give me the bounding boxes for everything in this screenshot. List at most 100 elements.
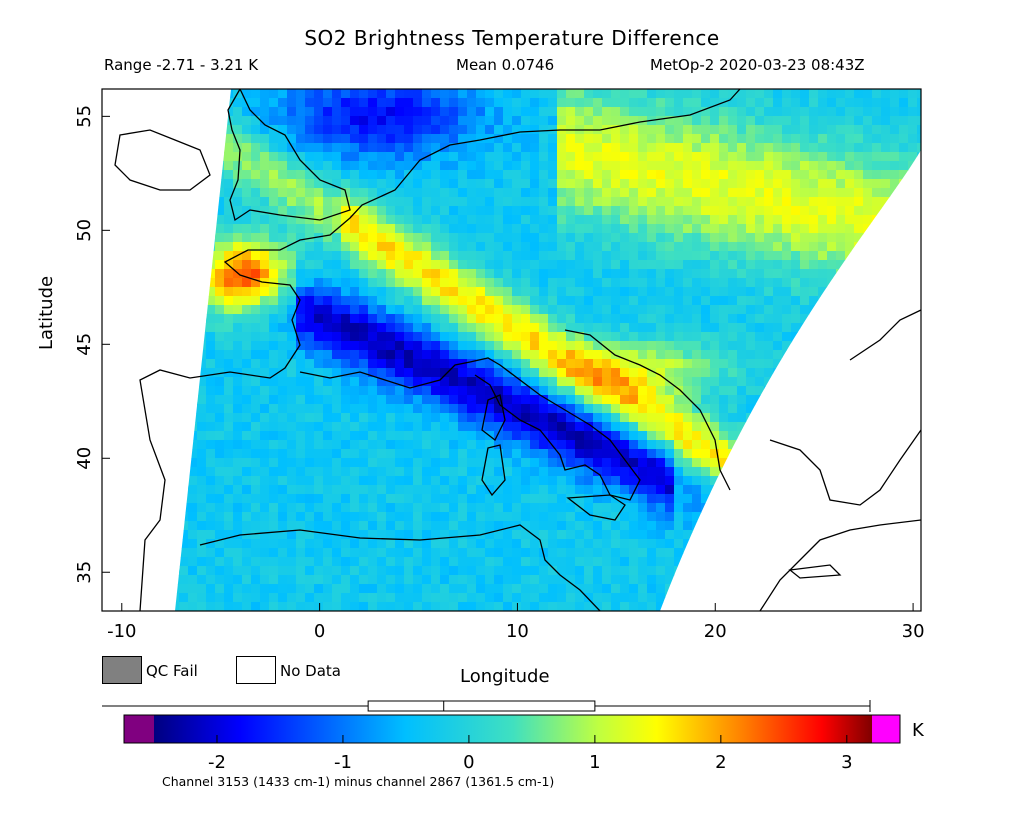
heatmap-cell [854, 449, 864, 459]
heatmap-cell [467, 593, 477, 603]
heatmap-cell [503, 242, 513, 252]
heatmap-cell [683, 89, 693, 99]
heatmap-cell [269, 296, 279, 306]
heatmap-cell [800, 368, 810, 378]
heatmap-cell [674, 89, 684, 99]
heatmap-cell [377, 521, 387, 531]
heatmap-cell [197, 269, 207, 279]
heatmap-cell [368, 395, 378, 405]
heatmap-cell [773, 539, 783, 549]
heatmap-cell [260, 395, 270, 405]
heatmap-cell [908, 296, 918, 306]
heatmap-cell [206, 269, 216, 279]
heatmap-cell [350, 98, 360, 108]
heatmap-cell [656, 422, 666, 432]
heatmap-cell [647, 197, 657, 207]
heatmap-cell [395, 476, 405, 486]
heatmap-cell [206, 107, 216, 117]
heatmap-cell [737, 485, 747, 495]
heatmap-cell [836, 521, 846, 531]
heatmap-cell [377, 233, 387, 243]
heatmap-cell [175, 557, 180, 567]
heatmap-cell [278, 368, 288, 378]
heatmap-cell [809, 269, 819, 279]
heatmap-cell [323, 188, 333, 198]
heatmap-cell [692, 413, 702, 423]
heatmap-cell [566, 359, 576, 369]
heatmap-cell [341, 305, 351, 315]
heatmap-cell [530, 98, 540, 108]
heatmap-cell [764, 143, 774, 153]
heatmap-cell [854, 125, 864, 135]
heatmap-cell [728, 449, 738, 459]
heatmap-cell [242, 458, 252, 468]
heatmap-cell [719, 332, 729, 342]
heatmap-cell [710, 440, 720, 450]
heatmap-cell [908, 278, 918, 288]
heatmap-cell [701, 494, 711, 504]
heatmap-cell [278, 503, 288, 513]
heatmap-cell [332, 323, 342, 333]
heatmap-cell [215, 323, 225, 333]
heatmap-cell [557, 332, 567, 342]
heatmap-cell [890, 476, 900, 486]
heatmap-cell [548, 530, 558, 540]
heatmap-cell [206, 143, 216, 153]
heatmap-cell [809, 296, 819, 306]
heatmap-cell [332, 143, 342, 153]
heatmap-cell [260, 305, 270, 315]
heatmap-cell [296, 440, 306, 450]
heatmap-cell [431, 197, 441, 207]
heatmap-cell [809, 242, 819, 252]
heatmap-cell [890, 566, 900, 576]
heatmap-cell [557, 449, 567, 459]
heatmap-cell [206, 602, 216, 611]
heatmap-cell [422, 161, 432, 171]
heatmap-cell [530, 251, 540, 261]
heatmap-cell [827, 251, 837, 261]
heatmap-cell [350, 188, 360, 198]
heatmap-cell [431, 278, 441, 288]
heatmap-cell [701, 458, 711, 468]
heatmap-cell [323, 206, 333, 216]
heatmap-cell [809, 125, 819, 135]
heatmap-cell [251, 458, 261, 468]
heatmap-cell [188, 107, 198, 117]
heatmap-cell [539, 395, 549, 405]
heatmap-cell [719, 503, 729, 513]
heatmap-cell [809, 413, 819, 423]
heatmap-cell [359, 197, 369, 207]
heatmap-cell [656, 386, 666, 396]
heatmap-cell [413, 125, 423, 135]
heatmap-cell [260, 260, 270, 270]
heatmap-cell [287, 602, 297, 611]
heatmap-cell [188, 134, 198, 144]
heatmap-cell [566, 422, 576, 432]
heatmap-cell [377, 431, 387, 441]
heatmap-cell [629, 341, 639, 351]
heatmap-cell [890, 431, 900, 441]
heatmap-cell [881, 116, 891, 126]
heatmap-cell [656, 206, 666, 216]
heatmap-cell [305, 548, 315, 558]
heatmap-cell [332, 584, 342, 594]
x-tick-label: 0 [314, 621, 325, 642]
heatmap-cell [764, 431, 774, 441]
heatmap-cell [710, 557, 720, 567]
heatmap-cell [305, 449, 315, 459]
heatmap-cell [557, 521, 567, 531]
heatmap-cell [710, 188, 720, 198]
colorbar-frame [123, 714, 901, 744]
heatmap-cell [638, 89, 648, 99]
heatmap-cell [800, 494, 810, 504]
heatmap-cell [188, 494, 198, 504]
heatmap-cell [467, 566, 477, 576]
heatmap-cell [890, 359, 900, 369]
heatmap-cell [458, 89, 468, 99]
heatmap-cell [692, 206, 702, 216]
heatmap-cell [449, 566, 459, 576]
heatmap-cell [431, 584, 441, 594]
heatmap-cell [287, 215, 297, 225]
heatmap-cell [674, 170, 684, 180]
heatmap-cell [665, 260, 675, 270]
